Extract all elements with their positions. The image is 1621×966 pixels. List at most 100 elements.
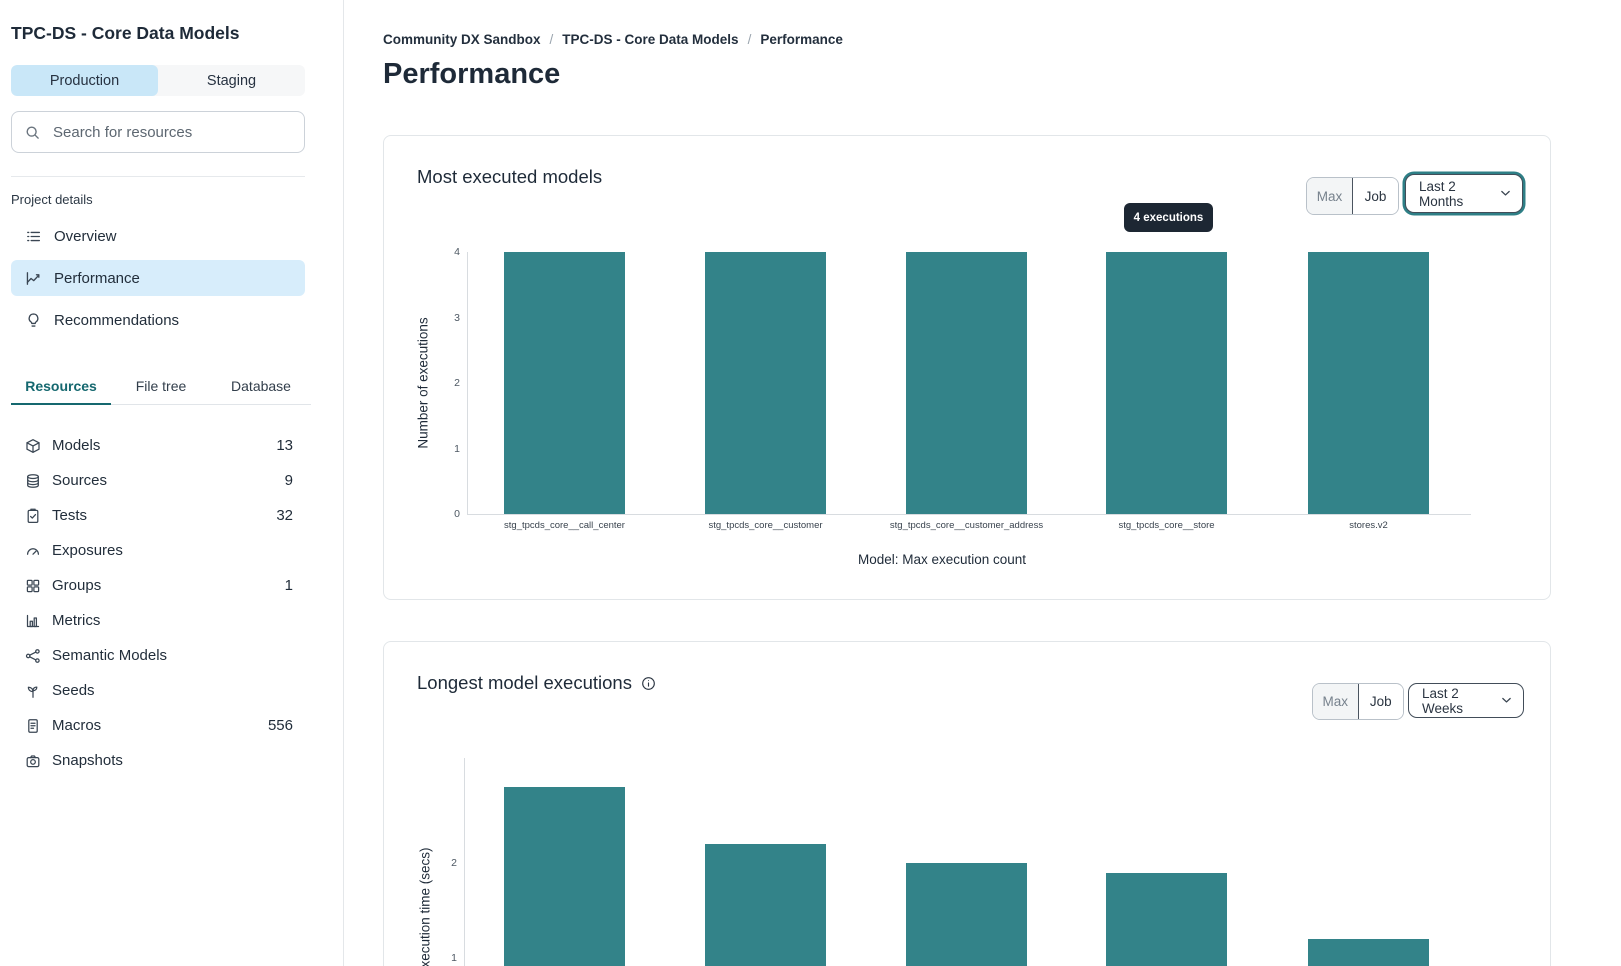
- chart-bar[interactable]: [504, 787, 625, 966]
- chart-title-text: Longest model executions: [417, 672, 632, 693]
- sidebar: TPC-DS - Core Data Models Production Stag…: [0, 0, 344, 966]
- resource-tabs: Resources File tree Database: [11, 368, 311, 405]
- search-box[interactable]: [11, 111, 305, 153]
- resource-item-seeds[interactable]: Seeds: [11, 673, 293, 708]
- resource-item-groups[interactable]: Groups 1: [11, 568, 293, 603]
- y-axis-label: Number of executions: [415, 317, 431, 449]
- x-axis-label: Model: Max execution count: [857, 552, 1027, 567]
- search-icon: [24, 124, 41, 141]
- chart-bar[interactable]: [705, 844, 826, 966]
- grid-icon: [25, 578, 41, 594]
- resource-item-macros[interactable]: Macros 556: [11, 708, 293, 743]
- y-tick-label: 1: [454, 442, 460, 455]
- camera-icon: [25, 753, 41, 769]
- date-range-select[interactable]: Last 2 Months: [1405, 174, 1523, 213]
- clipboard-check-icon: [25, 508, 41, 524]
- resource-item-sources[interactable]: Sources 9: [11, 463, 293, 498]
- search-input[interactable]: [51, 122, 292, 142]
- bar-chart-plot: 0 1 2 3 4 stg_tpcds_core__call_center stg_tpcd…: [384, 136, 1550, 599]
- resource-item-tests[interactable]: Tests 32: [11, 498, 293, 533]
- network-icon: [25, 648, 41, 664]
- chart-bar[interactable]: [1308, 252, 1429, 514]
- resource-item-snapshots[interactable]: Snapshots: [11, 743, 293, 778]
- chart-card-most-executed-models: Most executed models Max Job Last 2 Mont…: [383, 135, 1551, 600]
- max-button[interactable]: Max: [1307, 178, 1353, 214]
- env-tab-staging[interactable]: Staging: [206, 72, 257, 89]
- chart-bar[interactable]: [705, 252, 826, 514]
- breadcrumb-item: Performance: [760, 32, 843, 47]
- sprout-icon: [25, 683, 41, 699]
- chart-bar[interactable]: [906, 252, 1027, 514]
- date-range-value: Last 2 Months: [1419, 178, 1464, 209]
- tab-file-tree[interactable]: File tree: [135, 378, 187, 394]
- sidebar-item-performance[interactable]: Performance: [11, 260, 305, 296]
- resource-label: Groups: [52, 577, 102, 594]
- project-nav: Overview Performance Recommendations: [11, 218, 305, 344]
- tab-database[interactable]: Database: [231, 378, 291, 394]
- resource-label: Exposures: [52, 542, 123, 559]
- chart-bar[interactable]: [906, 863, 1027, 966]
- job-button[interactable]: Job: [1353, 178, 1398, 214]
- project-title: TPC-DS - Core Data Models: [11, 23, 240, 43]
- page-title: Performance: [383, 58, 561, 90]
- resource-label: Metrics: [52, 612, 101, 629]
- y-tick-label: 1: [451, 952, 457, 964]
- chevron-down-icon: [1500, 694, 1513, 707]
- max-button[interactable]: Max: [1313, 684, 1359, 719]
- bar-chart-icon: [25, 613, 41, 629]
- environment-switcher: Production Staging: [11, 65, 305, 96]
- y-axis-label: Execution time (secs): [417, 847, 433, 966]
- breadcrumb-item[interactable]: Community DX Sandbox: [383, 32, 541, 47]
- resource-list: Models 13 Sources 9 Tests 32 Exposures Groups 1 M…: [11, 428, 293, 778]
- y-tick-label: 2: [454, 377, 460, 389]
- x-category-label: stg_tpcds_core__call_center: [504, 520, 625, 531]
- sidebar-divider: [11, 176, 305, 177]
- cube-icon: [25, 438, 41, 454]
- chart-title: Longest model executions: [417, 672, 656, 694]
- env-tab-production[interactable]: Production: [11, 65, 158, 96]
- resource-count: 556: [267, 717, 293, 734]
- resource-item-models[interactable]: Models 13: [11, 428, 293, 463]
- resource-count: 13: [276, 437, 293, 454]
- chart-bar[interactable]: [1308, 939, 1429, 966]
- date-range-select[interactable]: Last 2 Weeks: [1408, 683, 1524, 718]
- project-details-label: Project details: [11, 192, 93, 207]
- resource-label: Macros: [52, 717, 102, 734]
- resource-label: Seeds: [52, 682, 95, 699]
- chevron-down-icon: [1499, 187, 1512, 200]
- resource-label: Tests: [52, 507, 88, 524]
- x-category-label: stg_tpcds_core__customer_address: [889, 520, 1044, 531]
- y-axis-line: [464, 758, 465, 966]
- resource-item-metrics[interactable]: Metrics: [11, 603, 293, 638]
- resource-item-semantic-models[interactable]: Semantic Models: [11, 638, 293, 673]
- resource-label: Semantic Models: [52, 647, 168, 664]
- resource-label: Models: [52, 437, 101, 454]
- chart-title: Most executed models: [417, 166, 603, 187]
- y-tick-label: 2: [451, 857, 457, 869]
- tab-resources[interactable]: Resources: [11, 368, 111, 405]
- x-category-label: stores.v2: [1349, 520, 1388, 531]
- sidebar-item-overview[interactable]: Overview: [11, 218, 305, 254]
- sidebar-item-label: Overview: [54, 227, 117, 245]
- info-icon[interactable]: [641, 676, 656, 691]
- resource-item-exposures[interactable]: Exposures: [11, 533, 293, 568]
- document-icon: [25, 718, 41, 734]
- chart-bar[interactable]: [1106, 872, 1227, 966]
- breadcrumb: Community DX Sandbox / TPC-DS - Core Data …: [383, 32, 843, 47]
- chart-bar[interactable]: [504, 252, 625, 514]
- date-range-value: Last 2 Weeks: [1422, 685, 1464, 716]
- y-tick-label: 4: [454, 246, 460, 258]
- job-button[interactable]: Job: [1358, 684, 1403, 719]
- resource-count: 9: [284, 472, 293, 489]
- sidebar-item-label: Performance: [54, 269, 140, 287]
- gauge-icon: [25, 543, 41, 559]
- sidebar-item-recommendations[interactable]: Recommendations: [11, 302, 305, 338]
- chart-bar[interactable]: [1106, 252, 1227, 514]
- breadcrumb-item[interactable]: TPC-DS - Core Data Models: [562, 32, 739, 47]
- y-tick-label: 3: [454, 311, 460, 324]
- x-category-label: stg_tpcds_core__customer: [708, 520, 823, 531]
- resource-label: Snapshots: [52, 752, 123, 769]
- chart-line-icon: [25, 270, 42, 287]
